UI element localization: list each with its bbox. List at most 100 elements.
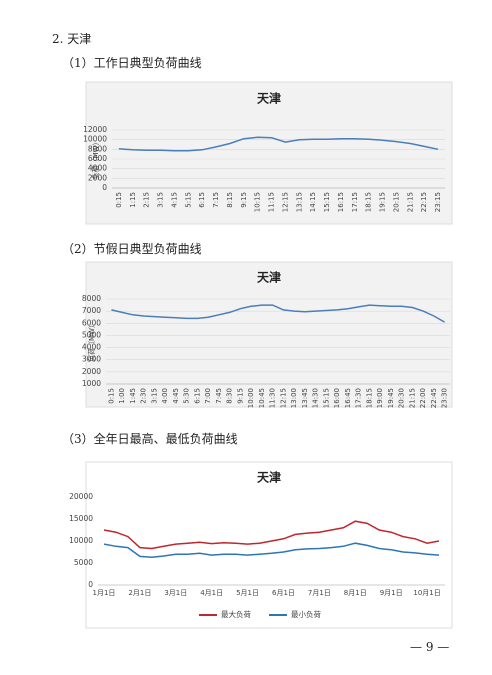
chart-title: 天津 — [257, 470, 281, 485]
x-tick-label: 17:30 — [355, 388, 363, 408]
section-title: （3）全年日最高、最低负荷曲线 — [62, 432, 238, 446]
x-tick-label: 0:15 — [115, 192, 123, 208]
x-tick-label: 9:15 — [236, 388, 244, 404]
x-tick-label: 12:15 — [279, 388, 287, 408]
x-tick-label: 4:15 — [170, 192, 178, 208]
y-tick-label: 15000 — [69, 514, 93, 523]
y-tick-label: 10000 — [69, 536, 93, 545]
x-tick-label: 21:15 — [406, 192, 414, 212]
x-tick-label: 13:00 — [290, 388, 298, 408]
x-tick-label: 8:15 — [226, 192, 234, 208]
x-tick-label: 18:15 — [365, 388, 373, 408]
x-tick-label: 1:15 — [129, 192, 137, 208]
x-tick-label: 22:15 — [420, 192, 428, 212]
y-tick-label: 10000 — [83, 135, 107, 144]
x-tick-label: 10:00 — [247, 388, 255, 408]
x-tick-label: 19:15 — [379, 192, 387, 212]
x-tick-label: 2:15 — [143, 192, 151, 208]
x-tick-label: 10月1日 — [413, 589, 440, 597]
chart-title: 天津 — [257, 91, 281, 106]
section-title: （1）工作日典型负荷曲线 — [62, 56, 202, 70]
x-tick-label: 2:30 — [140, 388, 148, 404]
x-tick-label: 22:45 — [430, 388, 438, 408]
y-tick-label: 6000 — [82, 318, 101, 327]
x-tick-label: 16:00 — [333, 388, 341, 408]
chart-frame — [85, 261, 453, 408]
line-series — [111, 304, 445, 323]
x-tick-label: 16:45 — [344, 388, 352, 408]
x-tick-label: 13:15 — [295, 192, 303, 212]
y-tick-label: 0 — [88, 580, 93, 589]
x-tick-label: 9月1日 — [380, 589, 403, 597]
page-number: — 9 — — [410, 640, 450, 654]
legend-label: 最大负荷 — [221, 609, 251, 619]
x-tick-label: 5月1日 — [236, 589, 259, 597]
x-tick-label: 20:30 — [398, 388, 406, 408]
x-tick-label: 10:15 — [254, 192, 262, 212]
chart-title: 天津 — [257, 270, 281, 285]
x-tick-label: 13:45 — [301, 388, 309, 408]
y-tick-label: 20000 — [69, 492, 93, 501]
y-tick-label: 8000 — [82, 294, 101, 303]
x-tick-label: 6:15 — [193, 388, 201, 404]
x-tick-label: 7:45 — [215, 388, 223, 404]
x-tick-label: 5:30 — [183, 388, 191, 404]
y-tick-label: 5000 — [74, 558, 93, 567]
x-tick-label: 21:15 — [408, 388, 416, 408]
x-tick-label: 2月1日 — [128, 589, 151, 597]
y-tick-label: 5000 — [82, 330, 101, 339]
x-tick-label: 4:00 — [161, 388, 169, 404]
y-tick-label: 4000 — [88, 164, 107, 173]
y-tick-label: 2000 — [82, 367, 101, 376]
x-tick-label: 8月1日 — [344, 589, 367, 597]
x-tick-label: 20:15 — [392, 192, 400, 212]
x-tick-label: 19:45 — [387, 388, 395, 408]
x-tick-label: 9:15 — [240, 192, 248, 208]
x-tick-label: 11:15 — [268, 192, 276, 212]
chart-frame — [85, 81, 453, 225]
x-tick-label: 5:15 — [184, 192, 192, 208]
y-tick-label: 4000 — [82, 343, 101, 352]
x-tick-label: 4月1日 — [200, 589, 223, 597]
x-tick-label: 7月1日 — [308, 589, 331, 597]
x-tick-label: 1:00 — [118, 388, 126, 404]
x-tick-label: 1月1日 — [93, 589, 116, 597]
x-tick-label: 3:15 — [150, 388, 158, 404]
x-tick-label: 6月1日 — [272, 589, 295, 597]
x-tick-label: 16:15 — [337, 192, 345, 212]
line-series — [103, 542, 440, 559]
x-tick-label: 4:45 — [172, 388, 180, 404]
x-tick-label: 15:15 — [323, 192, 331, 212]
x-tick-label: 19:00 — [376, 388, 384, 408]
x-tick-label: 7:15 — [212, 192, 220, 208]
heading: 2. 天津 — [52, 32, 92, 46]
x-tick-label: 23:30 — [441, 388, 449, 408]
chart-frame — [85, 461, 453, 629]
y-tick-label: 2000 — [88, 173, 107, 182]
x-tick-label: 8:30 — [226, 388, 234, 404]
x-tick-label: 14:30 — [312, 388, 320, 408]
x-tick-label: 1:45 — [129, 388, 137, 404]
y-tick-label: 0 — [102, 183, 107, 192]
x-tick-label: 7:00 — [204, 388, 212, 404]
y-tick-label: 1000 — [82, 379, 101, 388]
y-axis-label: 负荷（MW） — [91, 139, 100, 180]
x-tick-label: 3月1日 — [164, 589, 187, 597]
y-tick-label: 12000 — [83, 125, 107, 134]
y-axis-label: 负荷（MW） — [87, 321, 96, 362]
y-tick-label: 8000 — [88, 144, 107, 153]
x-tick-label: 15:15 — [322, 388, 330, 408]
x-tick-label: 6:15 — [198, 192, 206, 208]
x-tick-label: 11:30 — [269, 388, 277, 408]
y-tick-label: 6000 — [88, 154, 107, 163]
legend-label: 最小负荷 — [291, 609, 321, 619]
y-tick-label: 7000 — [82, 306, 101, 315]
y-tick-label: 3000 — [82, 355, 101, 364]
x-tick-label: 10:45 — [258, 388, 266, 408]
x-tick-label: 18:15 — [365, 192, 373, 212]
x-tick-label: 14:15 — [309, 192, 317, 212]
x-tick-label: 12:15 — [281, 192, 289, 212]
line-series — [118, 136, 439, 152]
